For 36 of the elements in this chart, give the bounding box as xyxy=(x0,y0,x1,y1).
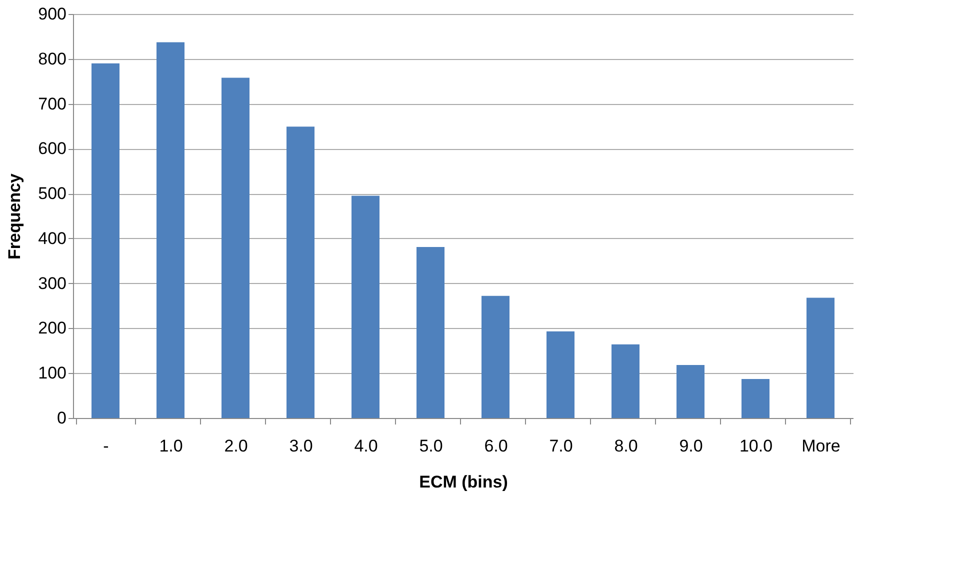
bar xyxy=(92,63,120,418)
x-tick-label: 10.0 xyxy=(739,436,773,456)
y-tick-label: 100 xyxy=(38,364,66,383)
x-tick-label: 5.0 xyxy=(419,436,443,456)
bar xyxy=(156,42,184,418)
x-tick-label: 8.0 xyxy=(614,436,638,456)
bar xyxy=(742,378,770,418)
bar xyxy=(806,298,834,418)
y-tick-label: 700 xyxy=(38,94,66,114)
y-tick-label: 500 xyxy=(38,184,66,204)
bar xyxy=(352,196,380,418)
x-tick-label: 7.0 xyxy=(549,436,573,456)
y-tick-label: 200 xyxy=(38,318,66,338)
y-tick-label: 0 xyxy=(57,408,66,428)
x-tick-label: 9.0 xyxy=(679,436,703,456)
x-tick-label: 1.0 xyxy=(159,436,183,456)
bar xyxy=(546,331,574,418)
y-tick-label: 300 xyxy=(38,274,66,293)
x-tick-label: - xyxy=(103,436,109,456)
bar xyxy=(222,78,250,418)
x-tick-label: More xyxy=(802,436,840,456)
y-tick-label: 600 xyxy=(38,139,66,158)
y-tick-label: 800 xyxy=(38,49,66,68)
y-tick-label: 900 xyxy=(38,4,66,24)
bar xyxy=(676,365,704,418)
y-tick-label: 400 xyxy=(38,228,66,248)
bar xyxy=(612,344,640,418)
bar xyxy=(482,296,510,418)
x-axis-title: ECM (bins) xyxy=(419,472,508,492)
bar xyxy=(416,246,444,418)
x-tick-label: 2.0 xyxy=(224,436,248,456)
x-tick-label: 4.0 xyxy=(354,436,378,456)
x-tick-label: 6.0 xyxy=(484,436,508,456)
y-axis-title: Frequency xyxy=(5,172,24,260)
bar xyxy=(286,126,314,418)
x-tick-label: 3.0 xyxy=(289,436,313,456)
